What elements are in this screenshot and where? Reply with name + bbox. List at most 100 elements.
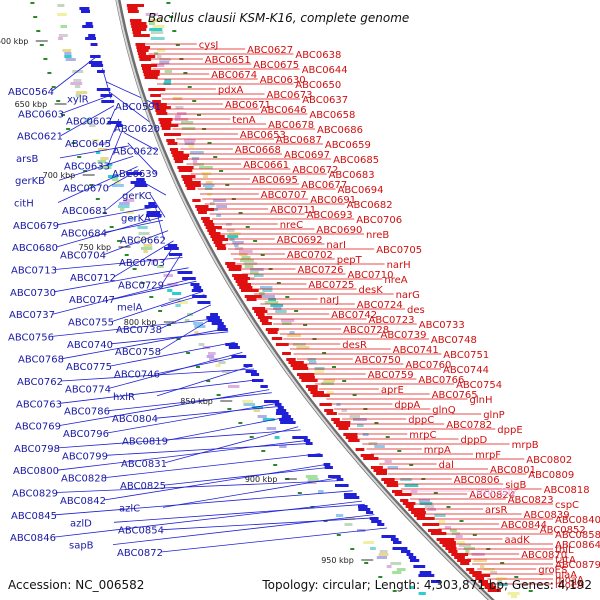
reverse-gene-arrow (344, 496, 360, 499)
reverse-label-connector (108, 118, 120, 144)
cog-feature-block (89, 124, 96, 127)
cog-feature-block (226, 229, 235, 232)
forward-gene-arrow (178, 169, 193, 172)
forward-gene-arrow (127, 7, 138, 10)
reverse-gene-arrow (406, 553, 414, 556)
reverse-gene-label: ABC0854 (118, 526, 164, 537)
forward-gene-label: ABC0844 (501, 520, 547, 531)
forward-gene-arrow (182, 178, 193, 181)
reverse-gene-label: ABC0828 (61, 474, 107, 485)
forward-gene-arrow (144, 76, 158, 79)
cog-feature-block (214, 208, 219, 211)
cog-feature-block (98, 142, 107, 145)
reverse-gene-label: ABC0799 (62, 451, 108, 462)
forward-gene-arrow (233, 277, 251, 280)
reverse-gene-arrow (281, 415, 291, 418)
cog-feature-block (368, 442, 378, 445)
scale-dot (83, 170, 88, 172)
forward-gene-arrow (469, 571, 482, 574)
scale-dot (149, 296, 154, 298)
forward-gene-label: pdxA (218, 85, 244, 96)
reverse-gene-label: sapB (69, 541, 94, 552)
forward-gene-label: groES (538, 565, 567, 576)
forward-gene-label: nreB (366, 230, 389, 241)
cog-feature-block (386, 565, 392, 568)
cog-feature-block (225, 223, 232, 226)
forward-gene-arrow (156, 112, 168, 115)
forward-gene-arrow (301, 379, 318, 382)
cog-feature-block (208, 352, 216, 355)
forward-gene-arrow (205, 226, 222, 229)
cog-feature-block (159, 61, 170, 64)
cog-feature-block (266, 427, 277, 430)
cog-feature-block (148, 22, 155, 25)
scale-dot (446, 506, 451, 508)
reverse-gene-arrow (90, 43, 98, 46)
forward-gene-label: ABC0751 (443, 350, 489, 361)
reverse-label-connector (154, 203, 165, 240)
cog-feature-block (164, 79, 172, 82)
forward-gene-arrow (310, 391, 324, 394)
cog-feature-block (176, 112, 187, 115)
reverse-gene-label: ABC0746 (114, 370, 160, 381)
reverse-label-connector (51, 54, 99, 92)
cog-feature-block (192, 160, 198, 163)
cog-feature-block (341, 409, 347, 412)
cog-feature-block (349, 415, 360, 418)
scale-dot (238, 212, 243, 214)
cog-feature-block (228, 385, 240, 388)
cog-feature-block (240, 259, 254, 262)
reverse-gene-arrow (88, 61, 103, 64)
scale-dot (175, 44, 180, 46)
reverse-gene-label: ABC0645 (65, 139, 111, 150)
reverse-label-connector (53, 500, 363, 538)
reverse-gene-arrow (148, 202, 156, 205)
cog-feature-block (396, 568, 406, 571)
forward-gene-label: ABC0674 (211, 70, 257, 81)
forward-gene-label: ABC0782 (446, 420, 492, 431)
forward-gene-arrow (478, 580, 488, 583)
cog-feature-block (497, 580, 503, 583)
cog-feature-block (213, 199, 227, 202)
reverse-label-connector (107, 129, 123, 166)
reverse-gene-label: gerKA (121, 213, 151, 224)
reverse-gene-label: ABC0670 (63, 184, 109, 195)
cog-feature-block (455, 535, 463, 538)
forward-gene-label: sigB (505, 480, 526, 491)
cog-feature-block (353, 418, 367, 421)
cog-feature-block (253, 409, 260, 412)
scale-dot (196, 366, 200, 368)
forward-gene-arrow (259, 319, 269, 322)
cog-feature-block (157, 49, 166, 52)
forward-gene-arrow (129, 19, 142, 22)
forward-gene-arrow (336, 424, 351, 427)
forward-gene-label: narH (387, 260, 411, 271)
scale-dot (186, 352, 191, 354)
cog-feature-block (57, 13, 67, 16)
forward-gene-arrow (212, 238, 229, 241)
reverse-gene-label: ABC0680 (12, 243, 58, 254)
reverse-gene-label: ABC0620 (114, 124, 160, 135)
reverse-gene-label: ABC0758 (115, 347, 161, 358)
cog-feature-block (473, 559, 487, 562)
forward-gene-arrow (239, 286, 253, 289)
forward-gene-arrow (138, 55, 156, 58)
forward-gene-arrow (244, 295, 263, 298)
reverse-gene-label: ABC0769 (15, 422, 61, 433)
cog-feature-block (150, 37, 165, 40)
reverse-gene-label: ABC0763 (16, 399, 62, 410)
cog-feature-block (149, 28, 163, 31)
reverse-gene-label: ABC0738 (116, 325, 162, 336)
reverse-gene-arrow (264, 400, 280, 403)
scale-dot (192, 100, 197, 102)
reverse-gene-arrow (260, 385, 268, 388)
reverse-gene-arrow (177, 271, 193, 274)
reverse-gene-label: ABC0603 (18, 109, 64, 120)
cog-feature-block (164, 70, 173, 73)
cog-feature-block (379, 550, 388, 553)
cog-feature-block (335, 514, 344, 517)
cog-feature-block (280, 319, 295, 322)
scale-dot (352, 394, 357, 396)
reverse-gene-arrow (336, 478, 344, 481)
forward-gene-arrow (169, 148, 179, 151)
